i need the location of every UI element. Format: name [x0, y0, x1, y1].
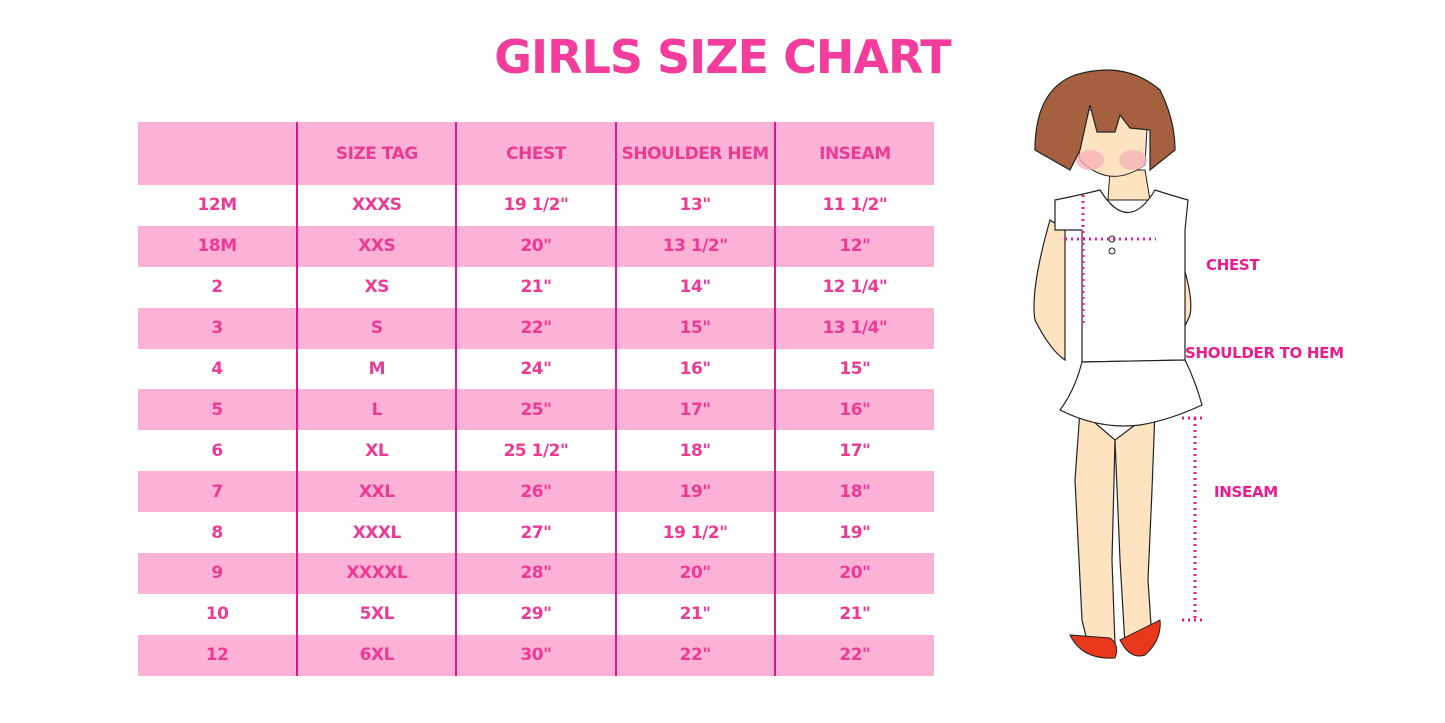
- table-cell: 21": [455, 266, 616, 308]
- table-cell: 19 1/2": [614, 512, 775, 554]
- table-row: 2 XS 21" 14" 12 1/4": [138, 266, 934, 308]
- header-cell: INSEAM: [773, 122, 934, 185]
- table-cell: 16": [614, 348, 775, 390]
- chest-label: CHEST: [1206, 256, 1260, 274]
- size-table: SIZE TAG CHEST SHOULDER HEM INSEAM 12M XX…: [138, 122, 934, 676]
- table-cell: 13": [614, 185, 775, 226]
- table-cell: L: [296, 389, 457, 431]
- table-cell: 19": [614, 471, 775, 513]
- table-cell: 26": [455, 471, 616, 513]
- table-cell: 22": [455, 307, 616, 349]
- page-title: GIRLS SIZE CHART: [494, 30, 951, 84]
- inseam-label: INSEAM: [1214, 483, 1278, 501]
- table-row: 10 5XL 29" 21" 21": [138, 593, 934, 635]
- table-cell: 9: [138, 553, 298, 594]
- table-cell: 4: [211, 359, 223, 379]
- table-row: 5 L 25" 17" 16": [138, 389, 934, 431]
- header-cell: CHEST: [455, 122, 616, 185]
- table-cell: 12: [138, 634, 298, 676]
- table-cell: 15": [614, 307, 775, 349]
- table-cell: 16": [773, 389, 934, 431]
- table-cell: 20": [773, 553, 934, 594]
- table-cell: XXS: [296, 225, 457, 267]
- table-row: 3 S 22" 15" 13 1/4": [138, 307, 934, 349]
- table-cell: XXXXL: [296, 553, 457, 594]
- table-cell: 12M: [197, 195, 238, 216]
- table-row: 6 XL 25 1/2" 18" 17": [138, 430, 934, 472]
- table-cell: 2: [211, 277, 223, 298]
- table-header-row: SIZE TAG CHEST SHOULDER HEM INSEAM: [138, 122, 934, 185]
- table-row: 7 XXL 26" 19" 18": [138, 471, 934, 513]
- table-row: 8 XXXL 27" 19 1/2" 19": [138, 512, 934, 554]
- table-cell: 8: [211, 522, 223, 543]
- table-cell: 25": [455, 389, 616, 431]
- table-cell: 28": [455, 553, 616, 594]
- table-cell: 22": [614, 634, 775, 676]
- table-cell: 15": [773, 348, 934, 390]
- table-cell: 27": [455, 512, 616, 554]
- table-cell: 25 1/2": [455, 430, 616, 472]
- table-cell: XXL: [296, 471, 457, 513]
- table-cell: 22": [773, 634, 934, 676]
- table-cell: 12": [773, 225, 934, 267]
- table-cell: 21": [773, 593, 934, 635]
- table-cell: XXXL: [296, 512, 457, 554]
- table-cell: 20": [455, 225, 616, 267]
- table-cell: 18M: [138, 225, 298, 267]
- table-cell: 11 1/2": [773, 185, 934, 226]
- table-cell: 7: [138, 471, 298, 513]
- table-cell: 19 1/2": [455, 185, 616, 226]
- table-cell: 6XL: [296, 634, 457, 676]
- table-row: 18M XXS 20" 13 1/2" 12": [138, 225, 934, 267]
- table-cell: 12 1/4": [773, 266, 934, 308]
- table-cell: 20": [614, 553, 775, 594]
- table-row: 9 XXXXL 28" 20" 20": [138, 553, 934, 594]
- table-cell: XXXS: [296, 185, 457, 226]
- girl-illustration: [1033, 69, 1203, 659]
- table-cell: 30": [455, 634, 616, 676]
- table-row: 12M XXXS 19 1/2" 13" 11 1/2": [138, 185, 934, 226]
- table-cell: 29": [455, 593, 616, 635]
- table-cell: M: [296, 348, 457, 390]
- table-cell: 24": [455, 348, 616, 390]
- table-cell: XS: [296, 266, 457, 308]
- table-cell: 14": [614, 266, 775, 308]
- table-cell: 21": [614, 593, 775, 635]
- table-row: 4 M 24" 16" 15": [138, 348, 934, 390]
- table-cell: 5XL: [296, 593, 457, 635]
- shoulder-to-hem-label: SHOULDER TO HEM: [1185, 344, 1344, 362]
- table-cell: 5: [138, 389, 298, 431]
- table-cell: 3: [138, 307, 298, 349]
- table-row: 12 6XL 30" 22" 22": [138, 634, 934, 676]
- table-cell: 13 1/2": [614, 225, 775, 267]
- table-cell: 13 1/4": [773, 307, 934, 349]
- table-cell: S: [296, 307, 457, 349]
- table-cell: 10: [205, 604, 229, 625]
- header-cell: SIZE TAG: [296, 122, 457, 185]
- header-cell: [138, 122, 298, 185]
- table-cell: 6: [211, 440, 223, 461]
- table-cell: XL: [296, 430, 457, 472]
- table-cell: 18": [773, 471, 934, 513]
- table-cell: 17": [773, 430, 934, 472]
- table-cell: 17": [614, 389, 775, 431]
- table-cell: 18": [614, 430, 775, 472]
- header-cell: SHOULDER HEM: [614, 122, 775, 185]
- table-cell: 19": [773, 512, 934, 554]
